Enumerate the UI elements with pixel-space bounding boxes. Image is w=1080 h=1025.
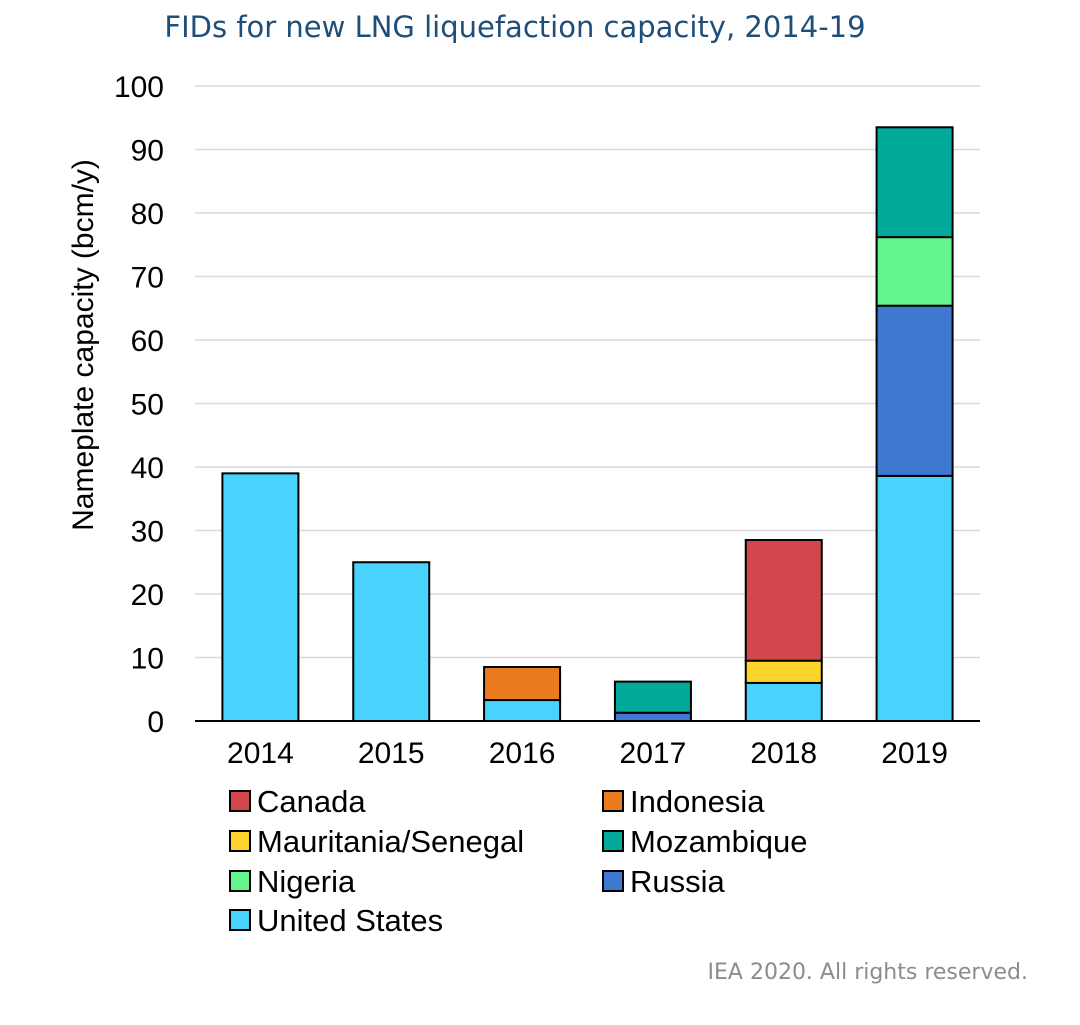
x-tick-labels: 2014 2015 2016 2017 2018 2019 bbox=[227, 737, 948, 770]
bar-segment-2014-united-states bbox=[221, 472, 300, 722]
y-tick-label: 0 bbox=[147, 706, 164, 739]
x-tick-label: 2016 bbox=[489, 737, 556, 770]
x-tick-label: 2018 bbox=[750, 737, 817, 770]
bar-segment-2018-canada bbox=[744, 539, 823, 662]
bar-segment-2019-nigeria bbox=[875, 236, 954, 307]
y-tick-label: 90 bbox=[131, 135, 164, 168]
legend: Canada Indonesia Mauritania/Senegal Mozambi… bbox=[229, 784, 807, 938]
bar-segment-2018-united-states bbox=[744, 681, 823, 723]
x-tick-label: 2017 bbox=[620, 737, 687, 770]
x-tick-label: 2019 bbox=[881, 737, 948, 770]
bar-segment-2018-mauritania-senegal bbox=[744, 659, 823, 684]
bar-segment-2019-russia bbox=[875, 304, 954, 477]
legend-label: Russia bbox=[630, 864, 726, 899]
legend-label: Indonesia bbox=[630, 784, 765, 819]
bar-segment-2015-united-states bbox=[352, 561, 431, 722]
legend-swatch bbox=[229, 790, 251, 812]
legend-label: Mauritania/Senegal bbox=[257, 824, 524, 859]
legend-swatch bbox=[602, 830, 624, 852]
copyright-note: IEA 2020. All rights reserved. bbox=[707, 960, 1028, 985]
bar-segment-2019-united-states bbox=[875, 474, 954, 723]
legend-label: Canada bbox=[257, 784, 366, 819]
y-tick-label: 40 bbox=[131, 452, 164, 485]
legend-swatch bbox=[602, 870, 624, 892]
x-tick-label: 2014 bbox=[227, 737, 294, 770]
bars bbox=[221, 126, 954, 723]
legend-label: Nigeria bbox=[257, 864, 356, 899]
chart-title: FIDs for new LNG liquefaction capacity, … bbox=[164, 10, 866, 44]
bar-segment-2019-mozambique bbox=[875, 126, 954, 239]
y-tick-label: 30 bbox=[131, 516, 164, 549]
bar-segment-2017-mozambique bbox=[613, 680, 692, 714]
y-tick-label: 10 bbox=[131, 643, 164, 676]
x-tick-label: 2015 bbox=[358, 737, 425, 770]
y-tick-label: 20 bbox=[131, 579, 164, 612]
legend-label: United States bbox=[257, 903, 443, 938]
legend-swatch bbox=[229, 870, 251, 892]
bar-segment-2016-indonesia bbox=[483, 666, 562, 702]
bar-segment-2016-united-states bbox=[483, 699, 562, 722]
y-tick-label: 60 bbox=[131, 325, 164, 358]
legend-swatch bbox=[602, 790, 624, 812]
y-tick-labels: 0 10 20 30 40 50 60 70 80 90 100 bbox=[114, 71, 164, 739]
legend-label: Mozambique bbox=[630, 824, 807, 859]
y-tick-label: 80 bbox=[131, 198, 164, 231]
gridlines bbox=[195, 85, 980, 659]
y-tick-label: 70 bbox=[131, 262, 164, 295]
legend-swatch bbox=[229, 830, 251, 852]
bar-segment-2017-russia bbox=[613, 711, 692, 722]
y-tick-label: 100 bbox=[114, 71, 164, 104]
y-tick-label: 50 bbox=[131, 389, 164, 422]
y-axis-label: Nameplate capacity (bcm/y) bbox=[67, 159, 100, 531]
legend-swatch bbox=[229, 909, 251, 931]
